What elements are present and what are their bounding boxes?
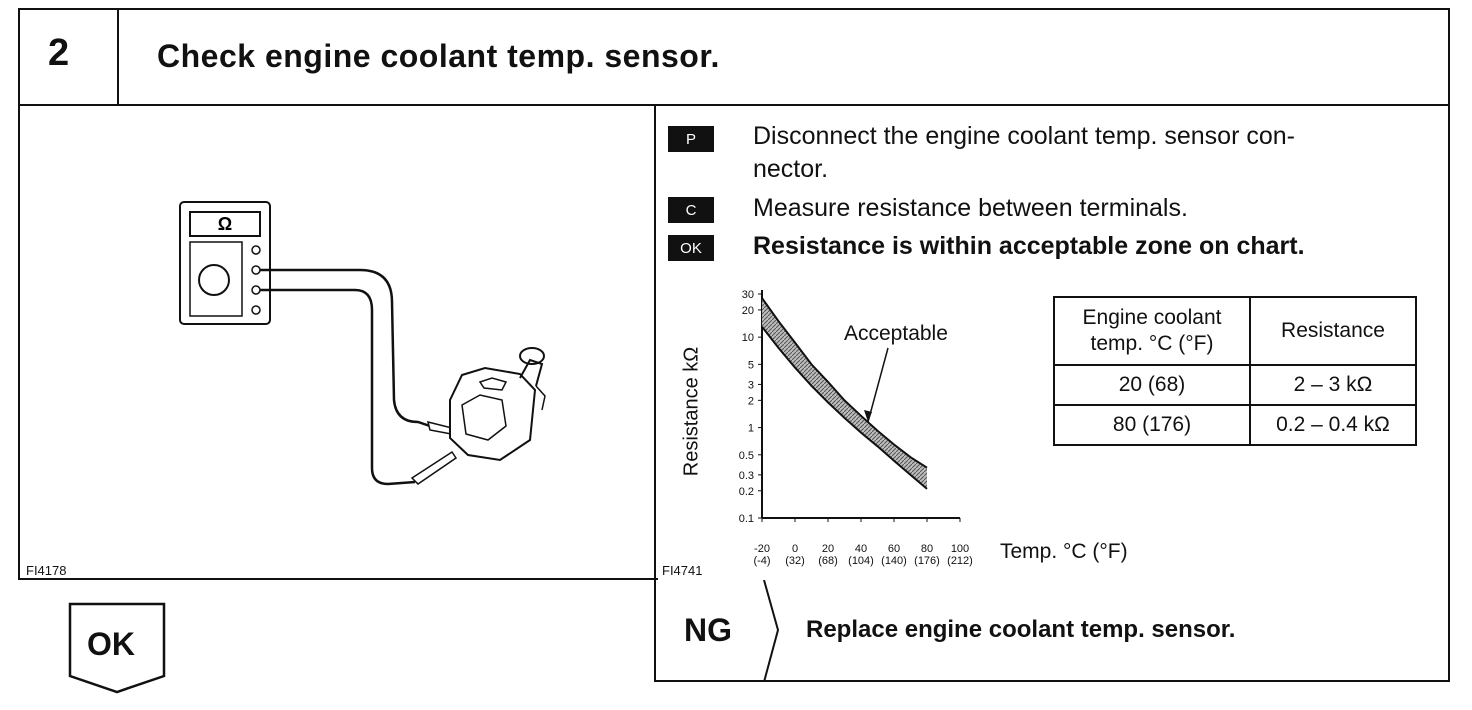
x-tick-label-c: 60 [888,543,900,555]
y-tick-label: 3 [748,379,754,391]
probe-lower [410,450,458,485]
step-number: 2 [48,32,70,74]
y-tick-label: 2 [748,395,754,407]
x-tick-label-f: (-4) [753,555,770,567]
resistance-chart: 30201053210.50.30.20.1-20(-4)0(32)20(68)… [739,289,973,567]
x-tick-label-f: (212) [947,555,973,567]
ng-result-label: NG [684,612,732,648]
y-tick-label: 0.1 [739,513,754,525]
meter-face [189,241,243,317]
ohmmeter-illustration: Ω [179,201,546,486]
x-tick-label-f: (176) [914,555,940,567]
instruction-ok: Resistance is within acceptable zone on … [753,232,1305,260]
x-tick-label-c: 20 [822,543,834,555]
spec-header-temp: Engine coolant temp. °C (°F) [1053,296,1251,366]
x-tick-label-c: -20 [754,543,770,555]
step-header [18,8,1450,106]
chart-figure-code: FI4741 [662,563,703,578]
ok-result-tag [68,602,166,694]
left-figure-code: FI4178 [26,563,67,578]
spec-header-temp-line1: Engine coolant [1082,306,1222,329]
ng-divider-chevron [763,580,780,682]
meter-jack-2 [251,265,261,275]
annotation-leader-line [867,347,889,423]
spec-table: Engine coolant temp. °C (°F) Resistance … [1053,296,1417,446]
x-tick-label-f: (68) [818,555,838,567]
panel-center-divider [654,106,656,682]
meter-jack-3 [251,285,261,295]
instruction-prepare-line1: Disconnect the engine coolant temp. sens… [753,122,1295,150]
upper-limit-line [761,297,928,469]
x-tick-label-c: 100 [951,543,969,555]
meter-dial [198,264,230,296]
step-title: Check engine coolant temp. sensor. [157,38,720,74]
badge-prepare: P [668,126,714,152]
coolant-temp-sensor [449,347,546,462]
test-lead-upper [260,268,431,428]
spec-cell-resistance: 0.2 – 0.4 kΩ [1249,404,1417,446]
spec-cell-temp: 20 (68) [1053,364,1251,406]
y-tick-label: 10 [742,332,754,344]
y-tick-label: 0.3 [739,470,754,482]
y-tick-label: 0.5 [739,450,754,462]
spec-header-resistance: Resistance [1249,296,1417,366]
table-row: 20 (68) 2 – 3 kΩ [1053,364,1417,406]
spec-table-header-row: Engine coolant temp. °C (°F) Resistance [1053,296,1417,366]
left-panel-left-line [18,106,20,580]
x-tick-label-c: 80 [921,543,933,555]
x-tick-label-f: (32) [785,555,805,567]
instruction-check: Measure resistance between terminals. [753,194,1188,222]
spec-cell-resistance: 2 – 3 kΩ [1249,364,1417,406]
ng-action-text: Replace engine coolant temp. sensor. [806,616,1236,643]
instruction-prepare: Disconnect the engine coolant temp. sens… [753,120,1295,186]
meter-body [179,201,271,325]
x-tick-label-f: (104) [848,555,874,567]
ohm-symbol: Ω [218,214,232,234]
instruction-prepare-line2: nector. [753,155,829,183]
x-tick-label-c: 0 [792,543,798,555]
y-tick-label: 0.2 [739,486,754,498]
ng-result-box [654,580,1450,682]
spec-cell-temp: 80 (176) [1053,404,1251,446]
annotation-arrowhead [864,410,872,422]
badge-check: C [668,197,714,223]
step-divider [117,8,119,106]
y-tick-label: 30 [742,289,754,301]
badge-ok: OK [668,235,714,261]
table-row: 80 (176) 0.2 – 0.4 kΩ [1053,404,1417,446]
test-lead-lower [260,288,416,486]
acceptable-band [762,298,927,489]
chart-ylabel: Resistance kΩ [680,346,703,477]
y-tick-label: 1 [748,423,754,435]
lower-limit-line [761,326,928,490]
meter-jack-4 [251,305,261,315]
chart-xlabel: Temp. °C (°F) [1000,540,1128,563]
meter-jack-1 [251,245,261,255]
y-tick-label: 20 [742,305,754,317]
x-tick-label-c: 40 [855,543,867,555]
spec-header-temp-line2: temp. °C (°F) [1090,332,1214,355]
meter-display [189,211,261,237]
left-panel-bottom-line [18,578,658,580]
chart-annotation: Acceptable [844,322,948,345]
y-tick-label: 5 [748,359,754,371]
ok-result-label: OK [87,626,135,662]
x-tick-label-f: (140) [881,555,907,567]
right-panel-right-line [1448,106,1450,682]
